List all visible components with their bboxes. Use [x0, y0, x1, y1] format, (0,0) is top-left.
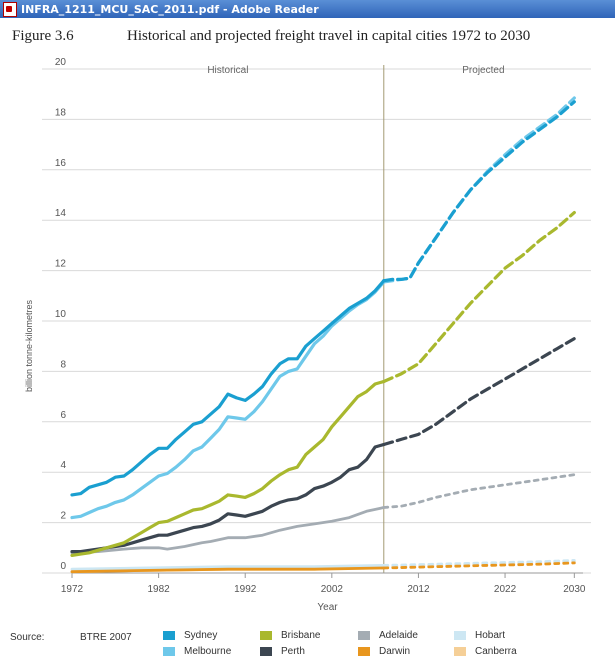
legend-label-perth: Perth: [281, 646, 305, 657]
legend-swatch-adelaide: [358, 631, 370, 640]
legend-swatch-brisbane: [260, 631, 272, 640]
y-tick-label-20: 20: [55, 57, 67, 68]
source-label: Source:: [10, 632, 45, 643]
legend-swatch-melbourne: [163, 647, 175, 656]
y-tick-label-6: 6: [60, 410, 66, 421]
legend-item-hobart: Hobart: [454, 630, 505, 641]
legend-item-darwin: Darwin: [358, 646, 410, 657]
series-line-perth-historical: [70, 442, 386, 554]
region-label-historical: Historical: [207, 65, 248, 76]
y-tick-label-12: 12: [55, 259, 67, 270]
y-tick-label-8: 8: [60, 359, 66, 370]
window-titlebar: INFRA_1211_MCU_SAC_2011.pdf - Adobe Read…: [0, 0, 615, 18]
series-line-melbourne-historical: [70, 280, 386, 520]
series-line-hobart-historical: [70, 563, 386, 571]
x-axis-label: Year: [317, 602, 338, 613]
legend-label-melbourne: Melbourne: [184, 646, 232, 657]
y-tick-label-0: 0: [60, 561, 66, 572]
y-tick-label-2: 2: [60, 511, 66, 522]
source-value: BTRE 2007: [80, 632, 132, 643]
legend-item-perth: Perth: [260, 646, 305, 657]
legend-swatch-sydney: [163, 631, 175, 640]
series-line-hobart-projected: [382, 558, 576, 567]
x-tick-label-1992: 1992: [234, 584, 257, 595]
y-tick-label-18: 18: [55, 107, 67, 118]
legend-label-sydney: Sydney: [184, 630, 218, 641]
region-label-projected: Projected: [462, 65, 504, 76]
series-line-sydney-historical: [70, 279, 386, 497]
x-tick-label-1982: 1982: [147, 584, 170, 595]
legend-item-canberra: Canberra: [454, 646, 517, 657]
legend-label-darwin: Darwin: [379, 646, 411, 657]
legend-item-melbourne: Melbourne: [163, 646, 231, 657]
freight-chart: 0 2 4 6 8 10 12 14 16 18 20 Historical Projected 1972…: [24, 57, 591, 613]
legend-item-adelaide: Adelaide: [358, 630, 418, 641]
x-tick-label-1972: 1972: [61, 584, 84, 595]
x-tick-label-2012: 2012: [407, 584, 430, 595]
series-line-adelaide-projected: [382, 473, 576, 509]
series-line-brisbane-projected: [382, 211, 576, 384]
source-note: Source: BTRE 2007: [10, 632, 132, 643]
legend-swatch-perth: [260, 647, 272, 656]
legend-label-brisbane: Brisbane: [281, 630, 321, 641]
legend-swatch-darwin: [358, 647, 370, 656]
x-tick-label-2022: 2022: [494, 584, 517, 595]
y-tick-label-10: 10: [55, 309, 67, 320]
x-tick-label-2030: 2030: [563, 584, 586, 595]
window-title: INFRA_1211_MCU_SAC_2011.pdf - Adobe Read…: [21, 2, 319, 16]
series-line-sydney-projected: [382, 100, 576, 283]
series-line-darwin-projected: [382, 561, 576, 570]
figure-header: Figure 3.6 Historical and projected frei…: [12, 28, 605, 50]
y-tick-label-14: 14: [55, 208, 67, 219]
chart-legend: Sydney Melbourne Brisbane Perth Adelaide Darw…: [163, 630, 603, 662]
y-tick-label-16: 16: [55, 158, 67, 169]
legend-item-sydney: Sydney: [163, 630, 217, 641]
series-line-adelaide-historical: [70, 506, 386, 555]
legend-swatch-hobart: [454, 631, 466, 640]
figure-label: Figure 3.6: [12, 28, 74, 44]
x-tick-label-2002: 2002: [321, 584, 344, 595]
legend-label-canberra: Canberra: [475, 646, 517, 657]
legend-swatch-canberra: [454, 647, 466, 656]
series-line-canberra-projected: [382, 560, 576, 569]
y-axis-label: billion tonne-kilometres: [24, 299, 34, 392]
series-line-perth-projected: [382, 337, 576, 447]
y-tick-label-4: 4: [60, 460, 66, 471]
legend-label-adelaide: Adelaide: [379, 630, 418, 641]
legend-label-hobart: Hobart: [475, 630, 506, 641]
figure-title: Historical and projected freight travel …: [127, 28, 531, 44]
series-line-darwin-historical: [70, 566, 386, 574]
pdf-icon: [3, 1, 17, 17]
series-line-brisbane-historical: [70, 379, 386, 557]
legend-item-brisbane: Brisbane: [260, 630, 320, 641]
